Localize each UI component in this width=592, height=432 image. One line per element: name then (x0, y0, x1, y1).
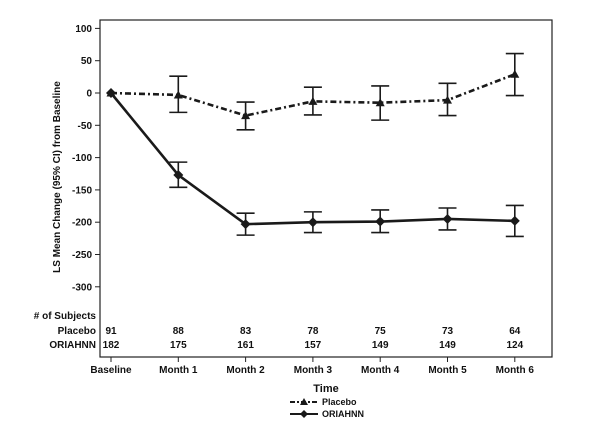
legend-label: Placebo (322, 397, 357, 407)
legend-item: Placebo (290, 397, 357, 407)
y-axis: 100 50 0 -50 -100 -150 -200 -250 -300 (72, 24, 100, 293)
x-tick-label: Month 6 (496, 365, 535, 376)
x-tick-label: Month 5 (428, 365, 467, 376)
legend-label: ORIAHNN (322, 409, 364, 419)
data-point (173, 90, 183, 99)
subjects-count: 157 (305, 340, 322, 351)
data-point (240, 219, 251, 230)
x-axis: Baseline Month 1 Month 2 Month 3 Month 4 Mont… (90, 357, 534, 376)
data-point (307, 217, 318, 228)
subjects-count: 149 (372, 340, 389, 351)
subjects-count: 64 (509, 326, 521, 337)
data-point (510, 69, 520, 78)
x-tick-label: Month 4 (361, 365, 400, 376)
x-tick-label: Month 1 (159, 365, 198, 376)
series-oriahnn (106, 88, 524, 238)
y-tick-label: -50 (78, 121, 93, 132)
subjects-count: 161 (237, 340, 254, 351)
data-point (308, 96, 318, 105)
x-tick-label: Month 2 (226, 365, 265, 376)
subjects-count: 124 (506, 340, 523, 351)
y-tick-label: -200 (72, 218, 92, 229)
x-tick-label: Month 3 (294, 365, 333, 376)
legend-marker (300, 410, 308, 418)
series-layer (106, 52, 524, 238)
data-point (241, 111, 251, 120)
y-tick-label: -300 (72, 282, 92, 293)
legend-item: ORIAHNN (290, 409, 364, 419)
subjects-count: 175 (170, 340, 187, 351)
subjects-row-label: Placebo (58, 326, 96, 337)
y-tick-label: -250 (72, 250, 92, 261)
y-tick-label: -100 (72, 153, 92, 164)
series-placebo (106, 52, 524, 131)
subjects-count: 91 (105, 326, 117, 337)
subjects-count: 73 (442, 326, 454, 337)
data-point (509, 215, 520, 226)
y-axis-label: LS Mean Change (95% CI) from Baseline (52, 81, 63, 273)
data-point (375, 216, 386, 227)
subjects-table: # of Subjects Placebo 91 88 83 78 75 73 64 ORIAHN… (34, 311, 524, 351)
data-point (173, 170, 184, 181)
subjects-header: # of Subjects (34, 311, 97, 322)
y-tick-label: 0 (86, 89, 92, 100)
x-tick-label: Baseline (90, 365, 132, 376)
data-point (106, 88, 116, 98)
subjects-count: 149 (439, 340, 456, 351)
subjects-count: 88 (173, 326, 185, 337)
legend-marker (300, 398, 308, 405)
legend: Placebo ORIAHNN (290, 397, 364, 419)
subjects-count: 83 (240, 326, 252, 337)
y-tick-label: -150 (72, 185, 92, 196)
x-axis-label: Time (313, 383, 338, 395)
subjects-count: 182 (103, 340, 120, 351)
plot-border (99, 19, 553, 358)
plot-frame (99, 19, 553, 358)
data-point (443, 95, 452, 104)
subjects-count: 78 (307, 326, 319, 337)
data-point (375, 98, 385, 107)
y-tick-label: 50 (81, 56, 93, 67)
subjects-row-label: ORIAHNN (49, 340, 96, 351)
subjects-count: 75 (375, 326, 387, 337)
y-tick-label: 100 (75, 24, 92, 35)
data-point (442, 213, 453, 224)
